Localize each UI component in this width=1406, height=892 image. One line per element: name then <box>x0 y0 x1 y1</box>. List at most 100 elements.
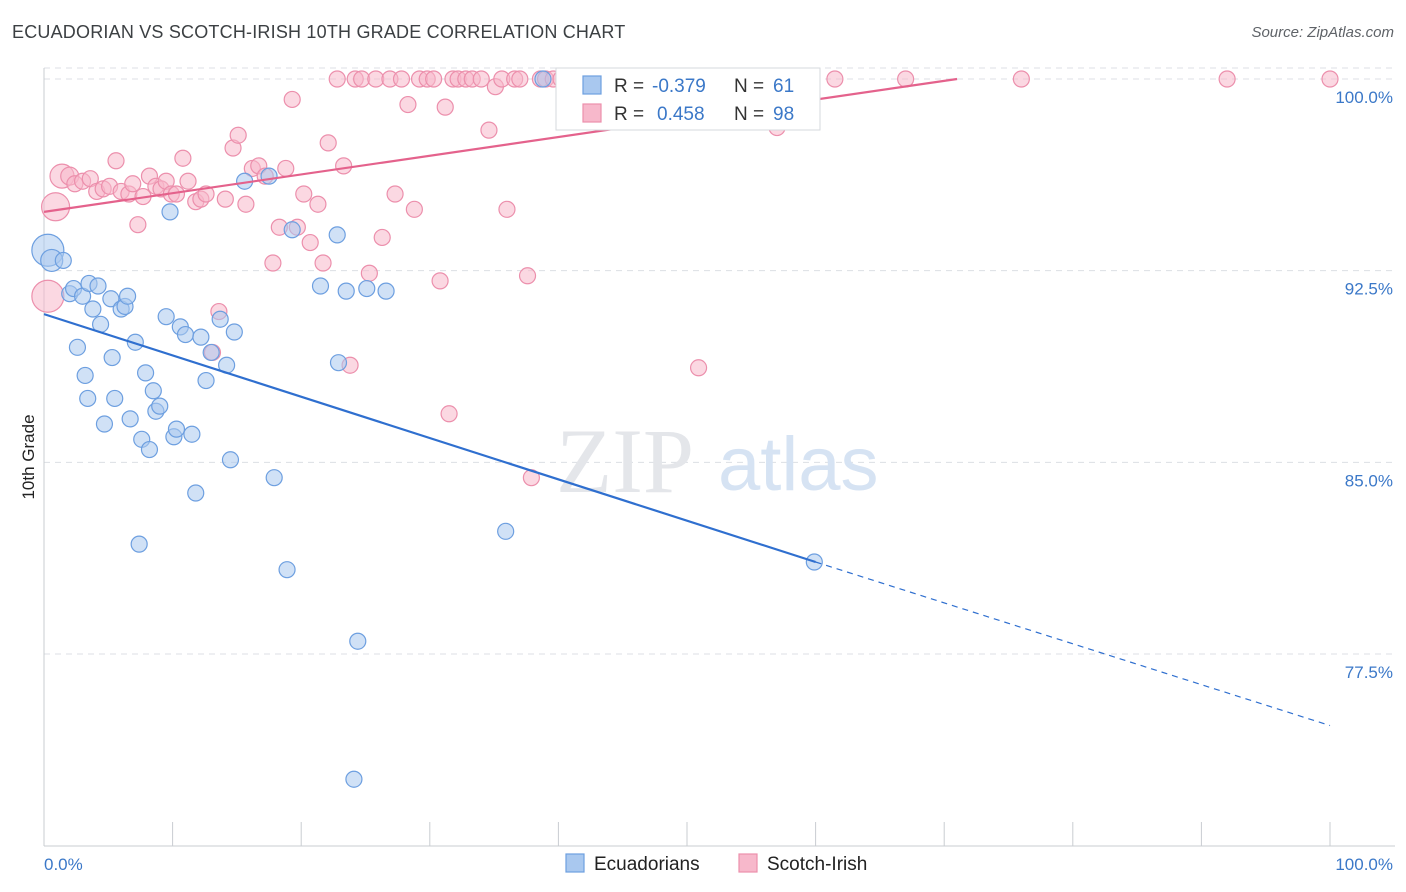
ecuadorians-point <box>225 323 243 341</box>
ecuadorians-point <box>358 279 376 298</box>
scotch-irish-point <box>498 200 516 218</box>
y-tick-labels: 77.5% 85.0% 92.5% 100.0% <box>1335 88 1393 682</box>
legend-n-label-scotch-irish: N = <box>734 104 764 125</box>
ecuadorians-point <box>337 282 355 300</box>
ecuadorians-point <box>349 632 367 650</box>
series-legend-label-ecuadorians: Ecuadorians <box>594 854 700 875</box>
scotch-irish-point <box>518 267 537 285</box>
ecuadorians-point <box>151 397 169 415</box>
y-tick-label: 92.5% <box>1345 280 1393 299</box>
ecuadorians-point <box>103 348 121 367</box>
y-tick-label: 100.0% <box>1335 88 1393 107</box>
ecuadorians-point <box>311 277 330 295</box>
watermark: ZIP atlas <box>556 410 879 512</box>
ecuadorians-point <box>121 410 139 428</box>
ecuadorians-point <box>89 277 107 295</box>
ecuadorians-point <box>534 70 552 88</box>
x-tick-label-max: 100.0% <box>1335 855 1393 874</box>
scotch-irish-point <box>314 254 332 272</box>
ecuadorians-point <box>283 221 301 239</box>
scotch-irish-point <box>511 70 529 88</box>
ecuadorians-point <box>278 561 296 579</box>
scotch-irish-point <box>129 216 147 234</box>
ecuadorians-point <box>144 382 162 400</box>
ecuadorians-point <box>54 251 72 270</box>
trend-lines <box>43 77 1331 727</box>
legend-r-value-scotch-irish: 0.458 <box>657 104 705 125</box>
scotch-irish-point <box>319 134 337 152</box>
scotch-irish-point <box>174 149 192 167</box>
ecuadorians-trend-line <box>43 313 816 564</box>
scotch-irish-point <box>40 192 71 222</box>
scotch-irish-point <box>197 185 215 203</box>
scotch-irish-point <box>1218 70 1236 88</box>
ecuadorians-point <box>211 310 229 328</box>
ecuadorians-point <box>102 290 120 308</box>
scotch-irish-point <box>689 359 708 377</box>
scotch-irish-point <box>283 90 301 109</box>
watermark-atlas: atlas <box>718 422 879 507</box>
y-tick-label: 85.0% <box>1345 471 1393 490</box>
scotch-irish-point <box>229 126 247 144</box>
ecuadorians-point <box>136 364 155 382</box>
ecuadorians-point <box>84 300 102 318</box>
scotch-irish-point <box>295 185 313 203</box>
series-legend-swatch-scotch-irish <box>738 853 758 873</box>
legend-r-label-scotch-irish: R = <box>614 104 644 125</box>
scotch-irish-point <box>1321 70 1339 88</box>
scotch-irish-point <box>179 172 197 190</box>
legend-r-value-ecuadorians: -0.379 <box>652 76 706 97</box>
scotch-irish-point <box>309 195 327 213</box>
scotch-irish-point <box>826 70 844 88</box>
chart-title: ECUADORIAN VS SCOTCH-IRISH 10TH GRADE CO… <box>12 22 626 42</box>
scotch-irish-point <box>392 70 411 88</box>
legend-swatch-ecuadorians <box>582 75 602 95</box>
ecuadorians-point <box>161 203 179 221</box>
series-ecuadorians-points <box>31 70 823 788</box>
ecuadorians-point <box>260 167 278 185</box>
scotch-irish-point <box>264 254 282 272</box>
scotch-irish-point <box>386 185 404 203</box>
series-legend-label-scotch-irish: Scotch-Irish <box>767 854 867 875</box>
ecuadorians-point <box>377 282 395 300</box>
ecuadorians-point <box>183 425 201 443</box>
x-ticks <box>43 822 1331 846</box>
ecuadorians-point <box>328 226 346 244</box>
ecuadorians-point <box>197 371 215 390</box>
ecuadorians-point <box>130 535 148 553</box>
ecuadorians-point <box>157 308 175 326</box>
scotch-irish-point <box>405 200 423 218</box>
ecuadorians-point <box>192 328 210 346</box>
legend-n-value-scotch-irish: 98 <box>773 104 794 125</box>
grid-lines <box>44 67 1395 655</box>
y-tick-label: 77.5% <box>1345 663 1393 682</box>
legend-r-label-ecuadorians: R = <box>614 76 644 97</box>
watermark-zip: ZIP <box>556 410 694 512</box>
scotch-irish-point <box>373 228 391 247</box>
ecuadorians-point <box>118 287 137 305</box>
ecuadorians-point <box>140 440 159 459</box>
ecuadorians-point <box>106 389 124 408</box>
scotch-irish-point <box>1012 70 1030 88</box>
x-tick-label-min: 0.0% <box>44 855 83 874</box>
scotch-irish-point <box>472 70 490 88</box>
ecuadorians-point <box>345 770 363 788</box>
y-axis-label: 10th Grade <box>19 414 38 499</box>
scotch-irish-point <box>216 190 234 208</box>
stats-legend: R = -0.379 N = 61 R = 0.458 N = 98 <box>555 67 821 131</box>
legend-n-value-ecuadorians: 61 <box>773 76 794 97</box>
legend-n-label-ecuadorians: N = <box>734 76 764 97</box>
scotch-irish-point <box>431 272 449 290</box>
ecuadorians-point <box>176 325 195 344</box>
ecuadorians-point <box>126 333 144 351</box>
scotch-irish-point <box>436 98 454 116</box>
scotch-irish-point <box>440 405 458 423</box>
axes <box>43 68 1395 847</box>
scotch-irish-point <box>480 121 498 139</box>
scotch-irish-point <box>335 157 353 175</box>
ecuadorians-point <box>187 484 205 502</box>
ecuadorians-point <box>95 415 114 433</box>
scotch-irish-point <box>425 70 443 88</box>
scotch-irish-point <box>124 175 142 193</box>
scotch-irish-point <box>277 159 295 178</box>
